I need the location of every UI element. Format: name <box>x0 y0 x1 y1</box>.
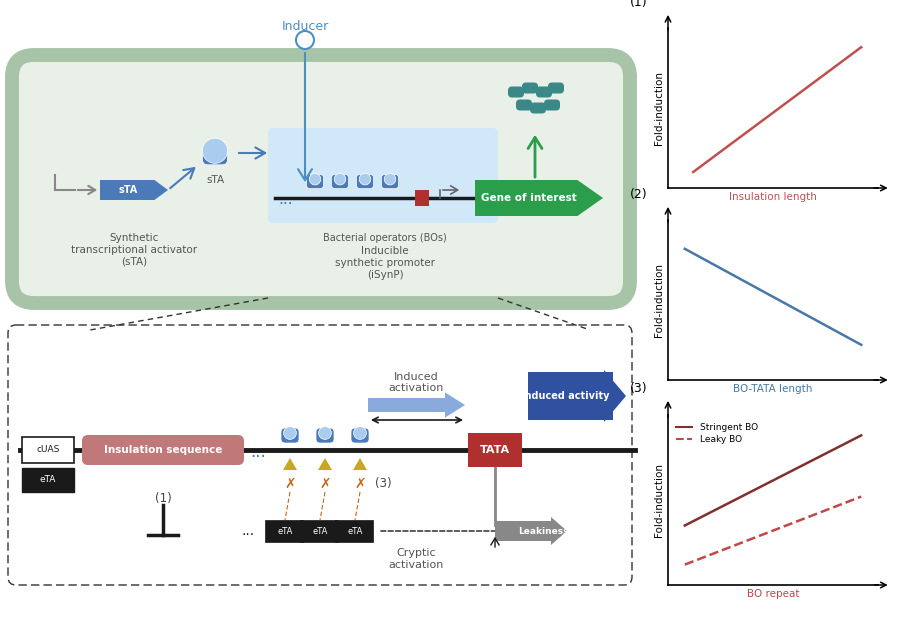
Text: Cryptic: Cryptic <box>396 548 436 558</box>
Circle shape <box>202 138 228 163</box>
Text: synthetic promoter: synthetic promoter <box>335 258 435 268</box>
Text: (1): (1) <box>155 492 171 505</box>
Bar <box>468 433 522 467</box>
Text: Induced: Induced <box>393 372 438 382</box>
FancyBboxPatch shape <box>530 102 546 113</box>
Circle shape <box>354 427 366 440</box>
FancyBboxPatch shape <box>351 428 369 443</box>
FancyBboxPatch shape <box>82 435 244 465</box>
Circle shape <box>310 174 320 185</box>
Bar <box>22 468 74 492</box>
Text: ✗: ✗ <box>320 477 331 491</box>
Text: sTA: sTA <box>206 175 224 185</box>
Text: transcriptional activator: transcriptional activator <box>71 245 197 255</box>
Text: (3): (3) <box>375 477 392 490</box>
Text: (sTA): (sTA) <box>121 257 147 267</box>
Text: Induced activity: Induced activity <box>521 391 609 401</box>
Text: ✗: ✗ <box>284 477 296 491</box>
Polygon shape <box>475 180 603 216</box>
Text: (2): (2) <box>409 400 426 413</box>
Text: ...: ... <box>241 524 255 538</box>
FancyArrow shape <box>495 517 567 545</box>
Text: Synthetic: Synthetic <box>109 233 158 243</box>
Text: eTA: eTA <box>277 526 292 536</box>
FancyBboxPatch shape <box>548 82 564 94</box>
X-axis label: BO repeat: BO repeat <box>747 589 799 599</box>
Bar <box>415 190 429 206</box>
FancyBboxPatch shape <box>12 55 630 303</box>
FancyBboxPatch shape <box>268 128 498 223</box>
Text: ✗: ✗ <box>355 477 365 491</box>
Text: activation: activation <box>388 383 444 393</box>
X-axis label: BO-TATA length: BO-TATA length <box>734 384 813 394</box>
Bar <box>22 437 74 463</box>
FancyArrow shape <box>528 370 626 422</box>
FancyBboxPatch shape <box>544 99 560 110</box>
Polygon shape <box>283 458 297 470</box>
Text: (2): (2) <box>630 188 648 201</box>
FancyBboxPatch shape <box>316 428 334 443</box>
Y-axis label: Fold-induction: Fold-induction <box>653 463 664 537</box>
Polygon shape <box>353 458 367 470</box>
Circle shape <box>384 174 396 185</box>
FancyBboxPatch shape <box>522 82 538 94</box>
FancyBboxPatch shape <box>536 87 552 97</box>
Text: activation: activation <box>388 560 444 570</box>
Text: Inducer: Inducer <box>282 20 328 33</box>
Bar <box>335 520 373 542</box>
Y-axis label: Fold-induction: Fold-induction <box>653 71 664 145</box>
Text: Leakiness: Leakiness <box>518 526 568 536</box>
Text: (1): (1) <box>630 0 648 9</box>
Text: Gene of interest: Gene of interest <box>481 193 577 203</box>
Text: Inducible: Inducible <box>361 246 409 256</box>
Circle shape <box>334 174 346 185</box>
Text: ...: ... <box>250 443 266 461</box>
Text: TATA: TATA <box>480 445 510 455</box>
FancyBboxPatch shape <box>281 428 299 443</box>
Text: cUAS: cUAS <box>36 446 59 454</box>
Text: BO: BO <box>318 464 332 474</box>
X-axis label: Insulation length: Insulation length <box>729 192 817 202</box>
Y-axis label: Fold-induction: Fold-induction <box>653 263 664 337</box>
FancyBboxPatch shape <box>306 174 324 188</box>
FancyBboxPatch shape <box>356 174 374 188</box>
Circle shape <box>296 31 314 49</box>
Text: eTA: eTA <box>40 476 56 484</box>
Text: (3): (3) <box>630 381 648 394</box>
Circle shape <box>319 427 331 440</box>
Text: sTA: sTA <box>119 185 139 195</box>
FancyBboxPatch shape <box>516 99 532 110</box>
FancyBboxPatch shape <box>382 174 399 188</box>
Text: eTA: eTA <box>347 526 363 536</box>
Text: Bacterial operators (BOs): Bacterial operators (BOs) <box>323 233 447 243</box>
Text: eTA: eTA <box>312 526 328 536</box>
FancyArrow shape <box>368 392 465 418</box>
Polygon shape <box>100 180 168 200</box>
FancyBboxPatch shape <box>508 87 524 97</box>
Polygon shape <box>318 458 332 470</box>
FancyBboxPatch shape <box>331 174 348 188</box>
Circle shape <box>284 427 296 440</box>
Text: (iSynP): (iSynP) <box>366 270 403 280</box>
FancyBboxPatch shape <box>202 144 228 165</box>
Text: Insulation sequence: Insulation sequence <box>104 445 222 455</box>
Bar <box>265 520 303 542</box>
Text: ...: ... <box>278 192 293 208</box>
Bar <box>528 372 613 420</box>
Bar <box>300 520 338 542</box>
Legend: Stringent BO, Leaky BO: Stringent BO, Leaky BO <box>672 420 761 448</box>
Circle shape <box>359 174 371 185</box>
